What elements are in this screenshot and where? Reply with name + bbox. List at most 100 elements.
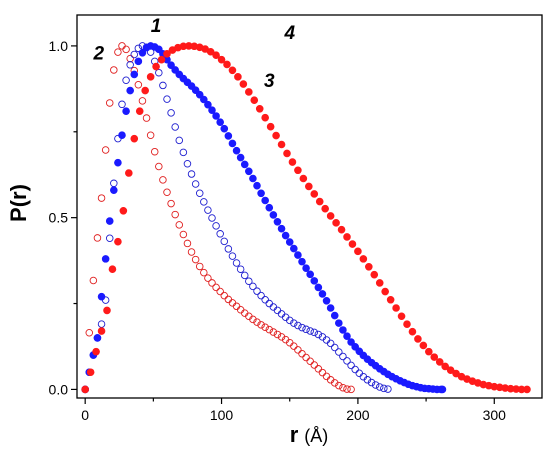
data-point (179, 148, 188, 157)
data-point (159, 81, 167, 90)
series-1 (81, 42, 392, 394)
data-point (310, 190, 319, 198)
data-point (138, 48, 147, 57)
plot-frame (76, 14, 543, 399)
curve-label-3: 3 (264, 71, 275, 92)
series-4 (81, 42, 531, 394)
data-point (191, 255, 200, 264)
data-point (118, 100, 126, 109)
data-point (257, 291, 265, 300)
data-point (101, 146, 110, 154)
data-point (204, 274, 212, 282)
data-point (386, 295, 395, 304)
data-point (375, 279, 384, 287)
data-point (224, 132, 233, 140)
y-axis-label: P(r) (6, 184, 31, 222)
data-point (425, 347, 433, 356)
data-point (277, 224, 286, 233)
data-point (206, 47, 215, 56)
data-point (125, 169, 133, 177)
data-point (92, 347, 100, 356)
data-point (359, 255, 368, 263)
data-point (97, 327, 106, 335)
data-point (380, 384, 388, 393)
data-point (171, 123, 179, 131)
data-point (228, 139, 237, 148)
data-point (294, 321, 302, 330)
data-point (365, 262, 373, 271)
data-point (330, 311, 339, 320)
data-point (318, 368, 327, 377)
data-point (330, 379, 339, 387)
data-point (249, 315, 257, 324)
data-point (310, 277, 319, 285)
data-point (249, 174, 257, 183)
data-point (367, 378, 376, 387)
data-point (114, 48, 122, 56)
data-point (351, 365, 359, 374)
data-point (216, 287, 224, 296)
data-point (257, 189, 265, 198)
data-point (302, 325, 310, 334)
data-point (438, 385, 447, 394)
data-point (105, 217, 114, 225)
data-point (119, 206, 128, 215)
data-point (118, 131, 126, 140)
data-point (167, 199, 175, 208)
data-point (142, 114, 151, 122)
data-point (403, 320, 411, 328)
data-point (261, 196, 269, 205)
data-point (285, 316, 294, 325)
data-point (236, 265, 245, 273)
data-point (208, 214, 216, 222)
data-point (163, 95, 171, 103)
curve-label-1: 1 (151, 16, 162, 37)
data-point (523, 385, 531, 394)
series-2 (81, 42, 355, 394)
data-point (220, 124, 229, 133)
data-point (370, 270, 379, 279)
data-point (392, 304, 400, 312)
data-point (265, 325, 274, 334)
data-point (337, 225, 346, 234)
data-point (110, 179, 118, 188)
data-point (290, 244, 298, 253)
data-point (283, 149, 291, 158)
x-axis-unit: (Å) (304, 426, 328, 446)
data-point (277, 333, 286, 341)
data-marks (81, 42, 531, 394)
data-point (326, 304, 335, 312)
x-tick-label: 100 (210, 407, 234, 423)
data-point (326, 339, 335, 348)
data-point (204, 206, 212, 214)
data-point (212, 222, 220, 230)
data-point (343, 233, 351, 241)
data-point (141, 86, 149, 95)
data-point (310, 361, 319, 369)
data-point (138, 97, 147, 105)
x-tick-label: 300 (483, 407, 507, 423)
data-point (408, 327, 417, 336)
data-point (314, 283, 323, 292)
data-point (435, 358, 444, 366)
data-point (335, 348, 343, 356)
data-point (298, 323, 306, 332)
data-point (159, 176, 167, 184)
data-point (103, 306, 111, 315)
data-point (305, 182, 313, 191)
data-point (288, 158, 297, 166)
data-point (216, 118, 224, 126)
data-point (175, 221, 184, 229)
data-point (234, 73, 242, 81)
data-point (245, 167, 253, 176)
data-point (155, 68, 163, 77)
data-point (257, 321, 265, 329)
data-point (97, 194, 106, 202)
data-point (217, 55, 226, 64)
data-point (314, 330, 323, 339)
data-point (224, 245, 233, 253)
data-point (273, 217, 282, 226)
data-point (85, 328, 94, 337)
data-point (220, 291, 229, 300)
data-point (281, 231, 290, 240)
